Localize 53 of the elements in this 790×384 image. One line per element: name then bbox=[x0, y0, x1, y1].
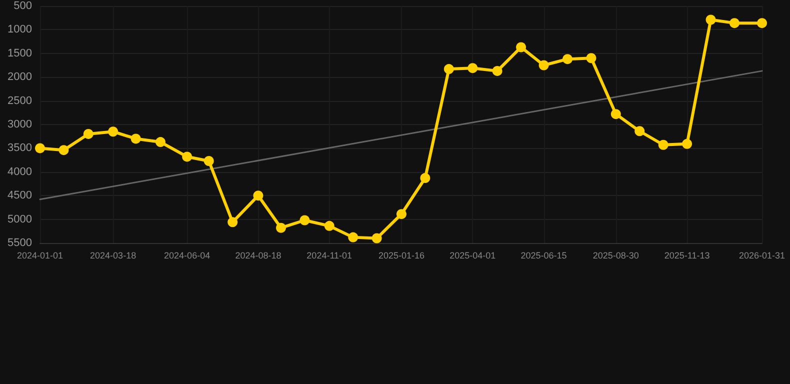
y-tick-label: 1000 bbox=[8, 24, 32, 36]
point bbox=[420, 173, 430, 184]
point bbox=[516, 42, 526, 52]
point bbox=[492, 66, 502, 76]
y-tick-label: 3000 bbox=[8, 118, 32, 130]
point bbox=[58, 145, 69, 156]
y-tick-label: 4500 bbox=[8, 190, 32, 202]
y-tick-label: 5500 bbox=[8, 237, 32, 249]
point bbox=[182, 152, 192, 162]
y-tick-label: 4000 bbox=[8, 166, 32, 178]
y-tick-label: 500 bbox=[14, 0, 32, 12]
y-tick-label: 2000 bbox=[8, 71, 32, 84]
point bbox=[35, 143, 45, 154]
point bbox=[83, 128, 94, 139]
x-tick-label: 2025-08-30 bbox=[592, 250, 639, 260]
point bbox=[682, 138, 692, 149]
point bbox=[228, 217, 238, 228]
point bbox=[348, 232, 358, 242]
point bbox=[156, 137, 166, 148]
point bbox=[372, 233, 382, 244]
x-tick-label: 2026-01-31 bbox=[738, 250, 786, 260]
point bbox=[634, 126, 645, 136]
y-tick-label: 5000 bbox=[8, 213, 32, 226]
point bbox=[108, 126, 118, 137]
point bbox=[444, 64, 454, 74]
x-tick-label: 2024-06-04 bbox=[164, 250, 210, 260]
y-tick-label: 1500 bbox=[8, 47, 32, 60]
point bbox=[729, 18, 740, 28]
x-tick-label: 2025-06-15 bbox=[520, 250, 567, 260]
point bbox=[586, 53, 596, 64]
x-tick-label: 2025-01-16 bbox=[378, 250, 424, 260]
point bbox=[706, 14, 716, 25]
x-tick-label: 2024-11-01 bbox=[306, 250, 352, 260]
x-tick-label: 2025-04-01 bbox=[450, 250, 496, 260]
point bbox=[204, 156, 214, 166]
point bbox=[658, 140, 668, 150]
point bbox=[396, 209, 406, 220]
x-tick-label: 2024-03-18 bbox=[90, 250, 136, 260]
x-tick-label: 2024-08-18 bbox=[235, 250, 282, 260]
point bbox=[757, 18, 767, 28]
y-tick-label: 3500 bbox=[8, 142, 32, 154]
x-tick-label: 2025-11-13 bbox=[664, 250, 710, 260]
point bbox=[130, 134, 141, 144]
y-tick-label: 2500 bbox=[8, 94, 32, 107]
point bbox=[468, 63, 478, 74]
x-tick-label: 2024-01-01 bbox=[16, 250, 64, 260]
point bbox=[253, 190, 264, 201]
point bbox=[300, 215, 310, 226]
point bbox=[538, 60, 549, 70]
point bbox=[276, 222, 286, 233]
point bbox=[324, 220, 334, 231]
point bbox=[562, 54, 573, 64]
point bbox=[610, 109, 621, 120]
